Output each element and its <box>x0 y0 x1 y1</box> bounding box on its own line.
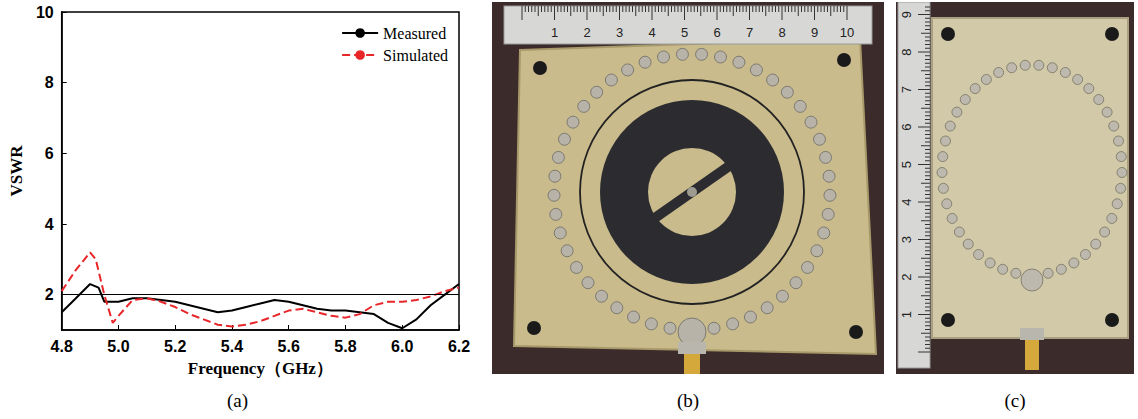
svg-text:5.0: 5.0 <box>107 338 129 355</box>
svg-text:9: 9 <box>899 11 914 18</box>
svg-text:6.2: 6.2 <box>448 338 470 355</box>
svg-text:6: 6 <box>713 25 720 40</box>
svg-text:8: 8 <box>45 74 54 91</box>
svg-text:1: 1 <box>551 25 558 40</box>
html-text:(a): (a) <box>227 390 248 411</box>
svg-text:6.0: 6.0 <box>391 338 413 355</box>
svg-text:Simulated: Simulated <box>383 47 448 64</box>
svg-text:9: 9 <box>811 25 818 40</box>
svg-text:VSWR: VSWR <box>7 145 26 197</box>
svg-text:4.8: 4.8 <box>51 338 73 355</box>
svg-text:5: 5 <box>899 161 914 168</box>
svg-text:8: 8 <box>778 25 785 40</box>
html-text:(b): (b) <box>676 390 700 411</box>
svg-text:Frequency（GHz）: Frequency（GHz） <box>188 359 333 378</box>
html-text:(c): (c) <box>1004 390 1026 411</box>
svg-text:5.2: 5.2 <box>164 338 186 355</box>
svg-text:3: 3 <box>616 25 623 40</box>
svg-text:7: 7 <box>899 86 914 93</box>
svg-text:5.8: 5.8 <box>334 338 356 355</box>
svg-text:1: 1 <box>899 311 914 318</box>
svg-text:3: 3 <box>899 236 914 243</box>
svg-text:4: 4 <box>899 198 914 205</box>
svg-text:2: 2 <box>899 273 914 280</box>
svg-text:5.4: 5.4 <box>221 338 243 355</box>
svg-text:4: 4 <box>45 216 54 233</box>
svg-text:2: 2 <box>583 25 590 40</box>
svg-text:6: 6 <box>899 123 914 130</box>
svg-text:5.6: 5.6 <box>278 338 300 355</box>
svg-text:4: 4 <box>648 25 655 40</box>
svg-text:8: 8 <box>899 48 914 55</box>
svg-text:2: 2 <box>45 286 54 303</box>
svg-text:5: 5 <box>681 25 688 40</box>
svg-text:6: 6 <box>45 145 54 162</box>
svg-text:10: 10 <box>840 25 854 40</box>
svg-text:Measured: Measured <box>383 25 446 42</box>
svg-text:10: 10 <box>36 4 54 21</box>
svg-text:7: 7 <box>746 25 753 40</box>
